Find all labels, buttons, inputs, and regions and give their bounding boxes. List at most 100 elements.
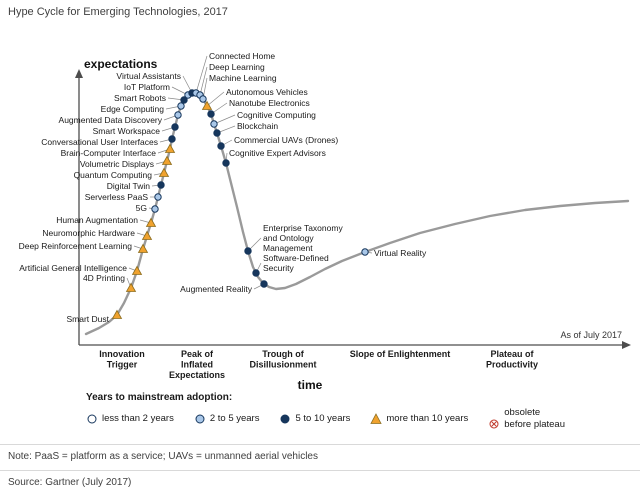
- tech-label-enterprise-taxonomy-and-ontology-management: Enterprise Taxonomy: [263, 223, 343, 233]
- tech-label-neuromorphic-hardware: Neuromorphic Hardware: [42, 228, 135, 238]
- tech-marker-quantum-computing: [158, 167, 170, 177]
- leader-line-connected-home: [195, 55, 208, 94]
- legend-marker-light-icon: [195, 414, 205, 423]
- tech-label-virtual-assistants: Virtual Assistants: [116, 71, 181, 81]
- legend-label-line: before plateau: [504, 418, 565, 430]
- ylabel: expectations: [84, 57, 158, 71]
- phase-label-innovation-trigger: Trigger: [107, 360, 138, 370]
- tech-label-smart-workspace: Smart Workspace: [93, 126, 161, 136]
- legend-label: less than 2 years: [102, 413, 174, 424]
- leader-line-deep-learning: [199, 66, 208, 96]
- legend-item-5-to-10-years: 5 to 10 years: [279, 413, 350, 425]
- tech-label-iot-platform: IoT Platform: [124, 82, 170, 92]
- legend-marker-dark-icon: [280, 414, 290, 423]
- tech-marker-cognitive-computing: [210, 120, 218, 128]
- tech-marker-augmented-data-discovery: [174, 111, 182, 119]
- tech-marker-brain-computer-interface: [164, 143, 176, 153]
- tech-label-smart-robots: Smart Robots: [114, 93, 166, 103]
- tech-label-deep-learning: Deep Learning: [209, 62, 265, 72]
- legend-item-2-to-5-years: 2 to 5 years: [194, 413, 260, 425]
- legend-item-obsolete-before-plateau: obsolete before plateau: [488, 407, 565, 430]
- xlabel: time: [298, 378, 323, 390]
- tech-marker-commercial-uavs-drones: [217, 142, 225, 150]
- tech-label-virtual-reality: Virtual Reality: [374, 248, 427, 258]
- legend-marker-triangle-icon: [370, 412, 383, 424]
- legend-item-less-than-2-years: less than 2 years: [86, 413, 174, 425]
- tech-label-augmented-reality: Augmented Reality: [180, 284, 253, 294]
- phase-label-slope-of-enlightenment: Slope of Enlightenment: [350, 349, 451, 359]
- tech-label-4d-printing: 4D Printing: [83, 273, 125, 283]
- phase-label-plateau-of-productivity: Plateau of: [490, 349, 534, 359]
- tech-label-artificial-general-intelligence: Artificial General Intelligence: [19, 263, 127, 273]
- hype-cycle-chart: expectations time As of July 2017 Innovatio…: [19, 51, 631, 390]
- phase-label-peak-of-inflated-expectations: Peak of: [181, 349, 214, 359]
- tech-marker-serverless-paas: [154, 193, 162, 201]
- tech-marker-cognitive-expert-advisors: [222, 159, 230, 167]
- phase-label-peak-of-inflated-expectations: Inflated: [181, 360, 213, 370]
- legend-label-line: obsolete: [504, 407, 541, 418]
- tech-label-cognitive-expert-advisors: Cognitive Expert Advisors: [229, 148, 326, 158]
- tech-label-machine-learning: Machine Learning: [209, 73, 277, 83]
- tech-marker-artificial-general-intelligence: [131, 265, 143, 275]
- phase-label-trough-of-disillusionment: Trough of: [262, 349, 304, 359]
- page-title: Hype Cycle for Emerging Technologies, 20…: [8, 6, 228, 18]
- legend-label: 5 to 10 years: [295, 413, 351, 424]
- tech-marker-virtual-reality: [361, 248, 369, 256]
- tech-label-software-defined-security: Software-Defined: [263, 253, 329, 263]
- tech-label-5g: 5G: [136, 203, 147, 213]
- legend-item-more-than-10-years: more than 10 years: [370, 412, 468, 425]
- tech-label-software-defined-security: Security: [263, 263, 294, 273]
- tech-label-smart-dust: Smart Dust: [66, 314, 109, 324]
- tech-marker-blockchain: [213, 129, 221, 137]
- tech-marker-neuromorphic-hardware: [141, 230, 153, 240]
- tech-label-serverless-paas: Serverless PaaS: [85, 192, 149, 202]
- phase-label-innovation-trigger: Innovation: [99, 349, 145, 359]
- x-axis-arrow-icon: [622, 341, 631, 349]
- leader-line-autonomous-vehicles: [206, 91, 225, 107]
- tech-label-human-augmentation: Human Augmentation: [56, 215, 138, 225]
- tech-marker-deep-reinforcement-learning: [137, 243, 149, 253]
- tech-marker-4d-printing: [125, 282, 137, 292]
- tech-marker-autonomous-vehicles: [201, 100, 213, 110]
- legend-marker-crossed-icon: [489, 419, 499, 429]
- tech-label-brain-computer-interface: Brain-Computer Interface: [61, 148, 157, 158]
- tech-marker-smart-dust: [111, 309, 123, 319]
- tech-marker-nanotube-electronics: [207, 110, 215, 118]
- tech-marker-edge-computing: [177, 102, 185, 110]
- y-axis-arrow-icon: [75, 69, 83, 78]
- tech-marker-volumetric-displays: [161, 155, 173, 165]
- tech-label-quantum-computing: Quantum Computing: [74, 170, 153, 180]
- phase-label-plateau-of-productivity: Productivity: [486, 360, 538, 370]
- leader-line-cognitive-computing: [213, 114, 236, 125]
- tech-marker-smart-workspace: [171, 123, 179, 131]
- tech-marker-smart-robots: [180, 96, 188, 104]
- legend-items: less than 2 years 2 to 5 years 5 to 10 yea…: [86, 407, 634, 430]
- tech-label-connected-home: Connected Home: [209, 51, 275, 61]
- tech-marker-5g: [151, 205, 159, 213]
- source-text: Source: Gartner (July 2017): [0, 470, 640, 488]
- tech-label-blockchain: Blockchain: [237, 121, 278, 131]
- phase-label-trough-of-disillusionment: Disillusionment: [249, 360, 316, 370]
- tech-marker-human-augmentation: [145, 217, 157, 227]
- note-text: Note: PaaS = platform as a service; UAVs…: [0, 444, 640, 462]
- tech-label-volumetric-displays: Volumetric Displays: [80, 159, 154, 169]
- tech-label-enterprise-taxonomy-and-ontology-management: and Ontology: [263, 233, 314, 243]
- tech-label-enterprise-taxonomy-and-ontology-management: Management: [263, 243, 313, 253]
- legend-title: Years to mainstream adoption:: [86, 392, 233, 403]
- phase-label-peak-of-inflated-expectations: Expectations: [169, 370, 225, 380]
- tech-marker-software-defined-security: [252, 269, 260, 277]
- legend-label: 2 to 5 years: [209, 413, 260, 424]
- tech-label-conversational-user-interfaces: Conversational User Interfaces: [41, 137, 158, 147]
- tech-label-deep-reinforcement-learning: Deep Reinforcement Learning: [19, 241, 133, 251]
- tech-label-augmented-data-discovery: Augmented Data Discovery: [59, 115, 163, 125]
- tech-label-autonomous-vehicles: Autonomous Vehicles: [226, 87, 308, 97]
- as-of-label: As of July 2017: [560, 330, 622, 340]
- tech-label-nanotube-electronics: Nanotube Electronics: [229, 98, 310, 108]
- legend: Years to mainstream adoption: less than …: [86, 392, 634, 430]
- tech-marker-enterprise-taxonomy-and-ontology-management: [244, 247, 252, 255]
- tech-label-digital-twin: Digital Twin: [107, 181, 151, 191]
- tech-marker-machine-learning: [199, 95, 207, 103]
- tech-label-commercial-uavs-drones: Commercial UAVs (Drones): [234, 135, 338, 145]
- tech-marker-conversational-user-interfaces: [168, 135, 176, 143]
